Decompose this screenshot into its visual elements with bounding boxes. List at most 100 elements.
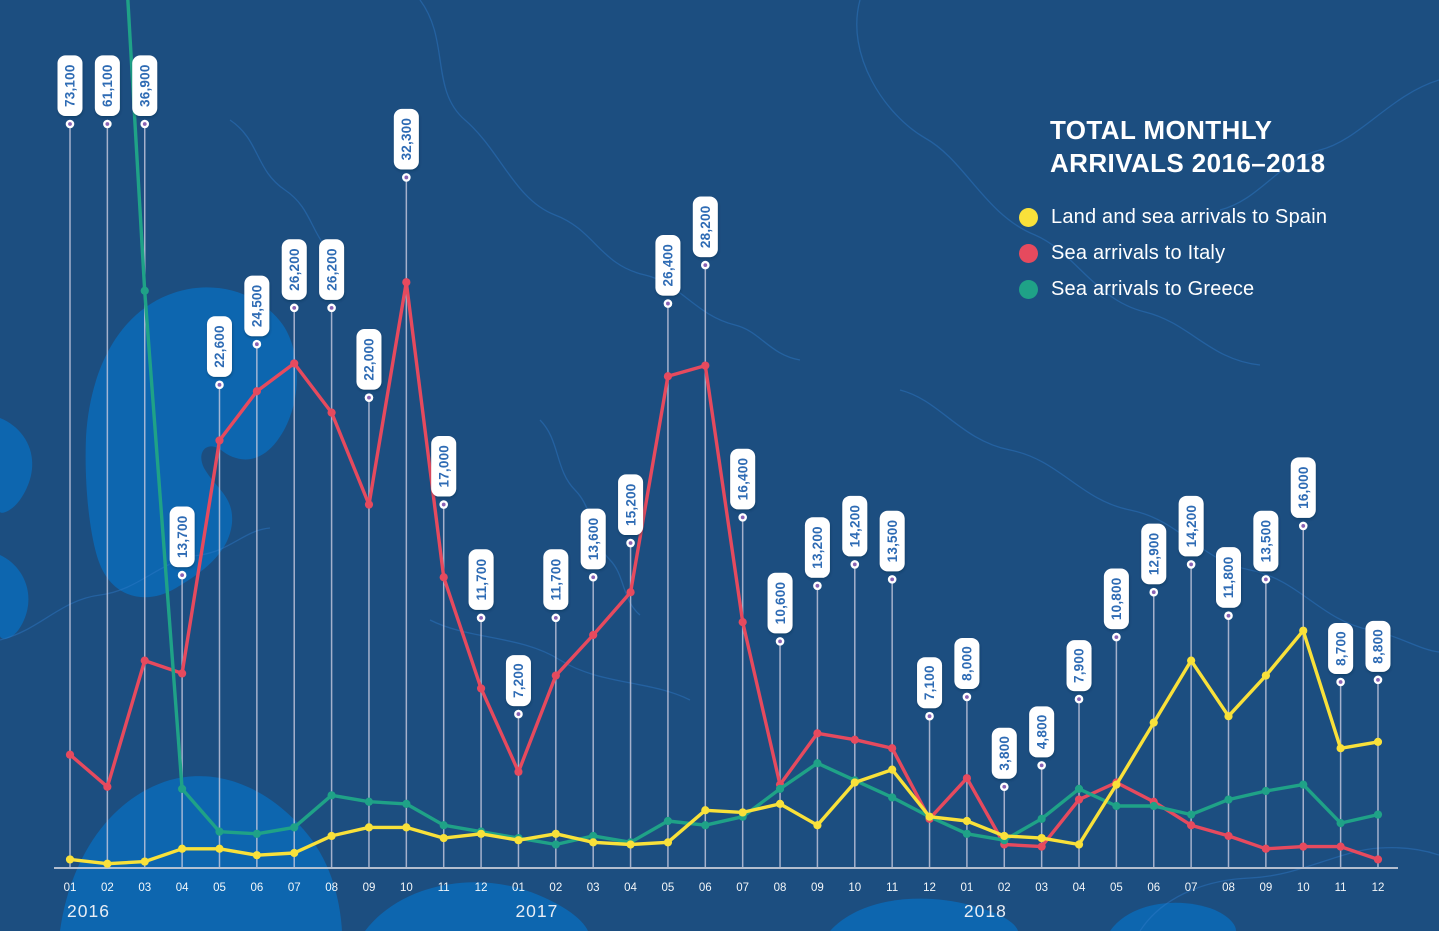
data-point [1037,842,1046,851]
data-point [1373,737,1383,746]
data-point [1074,784,1084,793]
total-label: 36,900 [132,55,158,129]
data-point [888,744,897,753]
total-label-box [393,108,419,170]
month-tick-label: 07 [736,882,749,894]
total-label-value: 11,800 [1221,557,1236,599]
total-label-box [692,196,718,258]
total-label-box [431,435,457,497]
total-label-value: 13,500 [1259,520,1274,563]
total-label-box [580,508,606,570]
total-label-dot-center [740,515,745,520]
data-point [178,669,187,678]
legend-item-label: Sea arrivals to Greece [1051,278,1255,300]
total-label: 10,800 [1103,568,1129,642]
total-label: 13,500 [879,510,905,584]
total-label-box [468,549,494,610]
month-tick-label: 08 [1222,882,1235,894]
total-label-value: 13,700 [175,516,190,559]
data-point [402,823,411,832]
total-label-value: 8,700 [1333,631,1348,666]
total-label-dot-center [329,305,334,310]
total-label-value: 7,900 [1072,648,1087,683]
total-label-dot-center [1077,697,1081,702]
data-point [290,823,299,832]
total-label-dot-center [68,122,72,126]
total-label-value: 13,600 [586,518,601,561]
data-point [626,840,635,849]
month-tick-label: 10 [1297,882,1310,894]
total-label-dot-center [105,122,110,126]
total-label-value: 61,100 [100,64,115,107]
total-label-box [244,275,270,337]
spain-series-swatch-icon [1019,208,1038,227]
data-point [925,812,934,821]
month-tick-label: 03 [138,882,151,894]
data-point [1112,801,1121,811]
total-label-box [991,727,1017,779]
data-point [402,799,411,808]
total-label-box [505,655,531,707]
total-label: 11,800 [1216,547,1242,621]
data-point [1373,855,1383,864]
total-label-dot-center [292,305,297,310]
month-tick-label: 07 [288,882,301,894]
total-label: 17,000 [431,435,457,509]
data-point [1336,744,1345,753]
month-tick-label: 12 [923,882,936,894]
total-label: 15,200 [618,474,644,548]
total-label-box [319,239,345,300]
total-label: 26,400 [655,234,681,308]
total-label-box [57,55,83,116]
month-tick-label: 09 [1259,882,1272,894]
total-label: 7,900 [1066,640,1092,704]
month-tick-label: 12 [1372,882,1385,894]
data-point [1074,840,1084,849]
total-label: 26,200 [319,239,345,313]
total-label: 13,200 [804,517,830,591]
total-label-box [879,510,905,572]
data-point [738,618,747,627]
data-point [962,774,972,783]
data-point [1112,780,1121,789]
total-label-box [356,329,382,390]
total-label-box [206,316,232,377]
month-tick-label: 04 [1073,882,1086,894]
data-point [140,857,149,866]
data-point [1336,819,1345,828]
data-point [888,793,897,802]
total-label: 10,600 [767,572,793,646]
data-point [626,588,635,597]
month-tick-label: 02 [549,882,562,894]
total-label-dot-center [591,575,596,580]
total-label-value: 28,200 [698,206,713,249]
series-land-and-sea-arrivals-to-spain [65,626,1383,868]
total-label-dot-center [254,342,259,347]
total-label-value: 26,400 [661,244,676,287]
month-tick-label: 08 [774,882,787,894]
data-point [663,816,673,826]
total-label-value: 16,000 [1296,466,1311,509]
month-tick-label: 06 [1147,882,1160,894]
data-point [775,784,785,793]
total-label-box [655,234,681,296]
data-point [850,778,859,787]
data-point [1149,801,1158,811]
data-point [551,671,560,680]
total-label-box [1141,523,1167,585]
total-label-value: 4,800 [1034,714,1049,749]
total-label-value: 11,700 [474,559,489,601]
total-label: 32,300 [393,108,419,182]
total-label: 14,200 [1178,495,1204,569]
total-label-dot-center [852,562,857,567]
month-tick-label: 05 [213,882,226,894]
total-label-box [132,55,158,116]
total-label: 73,100 [57,55,83,129]
data-point [1037,814,1046,823]
data-point [1224,712,1233,721]
total-label-box [94,55,120,116]
month-tick-label: 10 [400,882,413,894]
